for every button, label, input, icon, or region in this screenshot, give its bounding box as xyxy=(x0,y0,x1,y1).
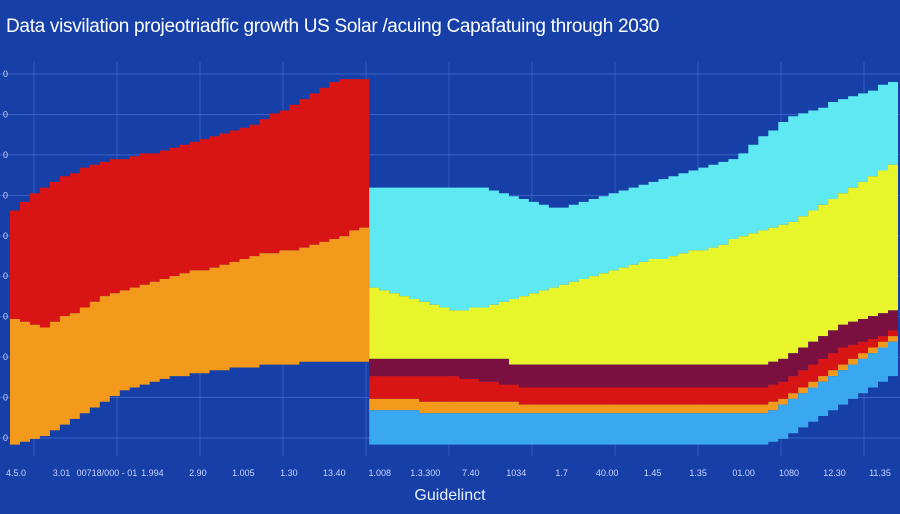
area-band-left-1 xyxy=(10,227,370,445)
area-band-left-0 xyxy=(10,79,370,328)
y-tick-label: 0 xyxy=(3,433,8,443)
x-tick-label: 2.90 xyxy=(189,468,207,478)
x-tick-label: 40.00 xyxy=(596,468,619,478)
x-tick-label: 1.30 xyxy=(280,468,298,478)
x-tick-label: 1.994 xyxy=(141,468,164,478)
x-tick-label: 1.008 xyxy=(369,468,392,478)
x-axis-label: Guidelinct xyxy=(414,487,486,504)
x-ticks: 4.5.0 3.01 00718/000 - 01 1.994 2.90 1.005 1.3… xyxy=(6,468,891,478)
area-band-right-3 xyxy=(369,330,898,405)
area-band-right-2 xyxy=(369,310,898,388)
x-tick-label: 13.40 xyxy=(323,468,346,478)
y-tick-label: 0 xyxy=(3,69,8,79)
y-tick-label: 0 xyxy=(3,231,8,241)
x-tick-label: 1034 xyxy=(506,468,526,478)
x-tick-label: 3.01 xyxy=(53,468,71,478)
y-tick-label: 0 xyxy=(3,150,8,160)
area-band-right-5 xyxy=(369,341,898,445)
x-tick-label: 00718/000 - 01 xyxy=(77,468,138,478)
y-ticks: 0 0 0 0 0 0 0 0 0 0 xyxy=(3,69,8,443)
y-tick-label: 0 xyxy=(3,312,8,322)
y-tick-label: 0 xyxy=(3,109,8,119)
y-tick-label: 0 xyxy=(3,352,8,362)
y-tick-label: 0 xyxy=(3,271,8,281)
x-tick-label: 1.7 xyxy=(555,468,568,478)
x-tick-label: 11.35 xyxy=(869,468,891,478)
x-tick-label: 4.5.0 xyxy=(6,468,26,478)
x-tick-label: 01.00 xyxy=(732,468,755,478)
chart-title: Data visvilation projeotriadfic growth U… xyxy=(6,16,660,37)
area-band-right-0 xyxy=(369,82,898,311)
x-tick-label: 1.005 xyxy=(232,468,255,478)
x-tick-label: 7.40 xyxy=(462,468,480,478)
area-band-right-4 xyxy=(369,336,898,414)
area-band-right-1 xyxy=(369,164,898,365)
x-tick-label: 1.35 xyxy=(689,468,707,478)
x-tick-label: 1080 xyxy=(779,468,799,478)
y-tick-label: 0 xyxy=(3,393,8,403)
y-tick-label: 0 xyxy=(3,190,8,200)
x-tick-label: 12.30 xyxy=(823,468,846,478)
areas xyxy=(10,79,898,445)
x-tick-label: 1.3.300 xyxy=(410,468,440,478)
x-tick-label: 1.45 xyxy=(644,468,662,478)
